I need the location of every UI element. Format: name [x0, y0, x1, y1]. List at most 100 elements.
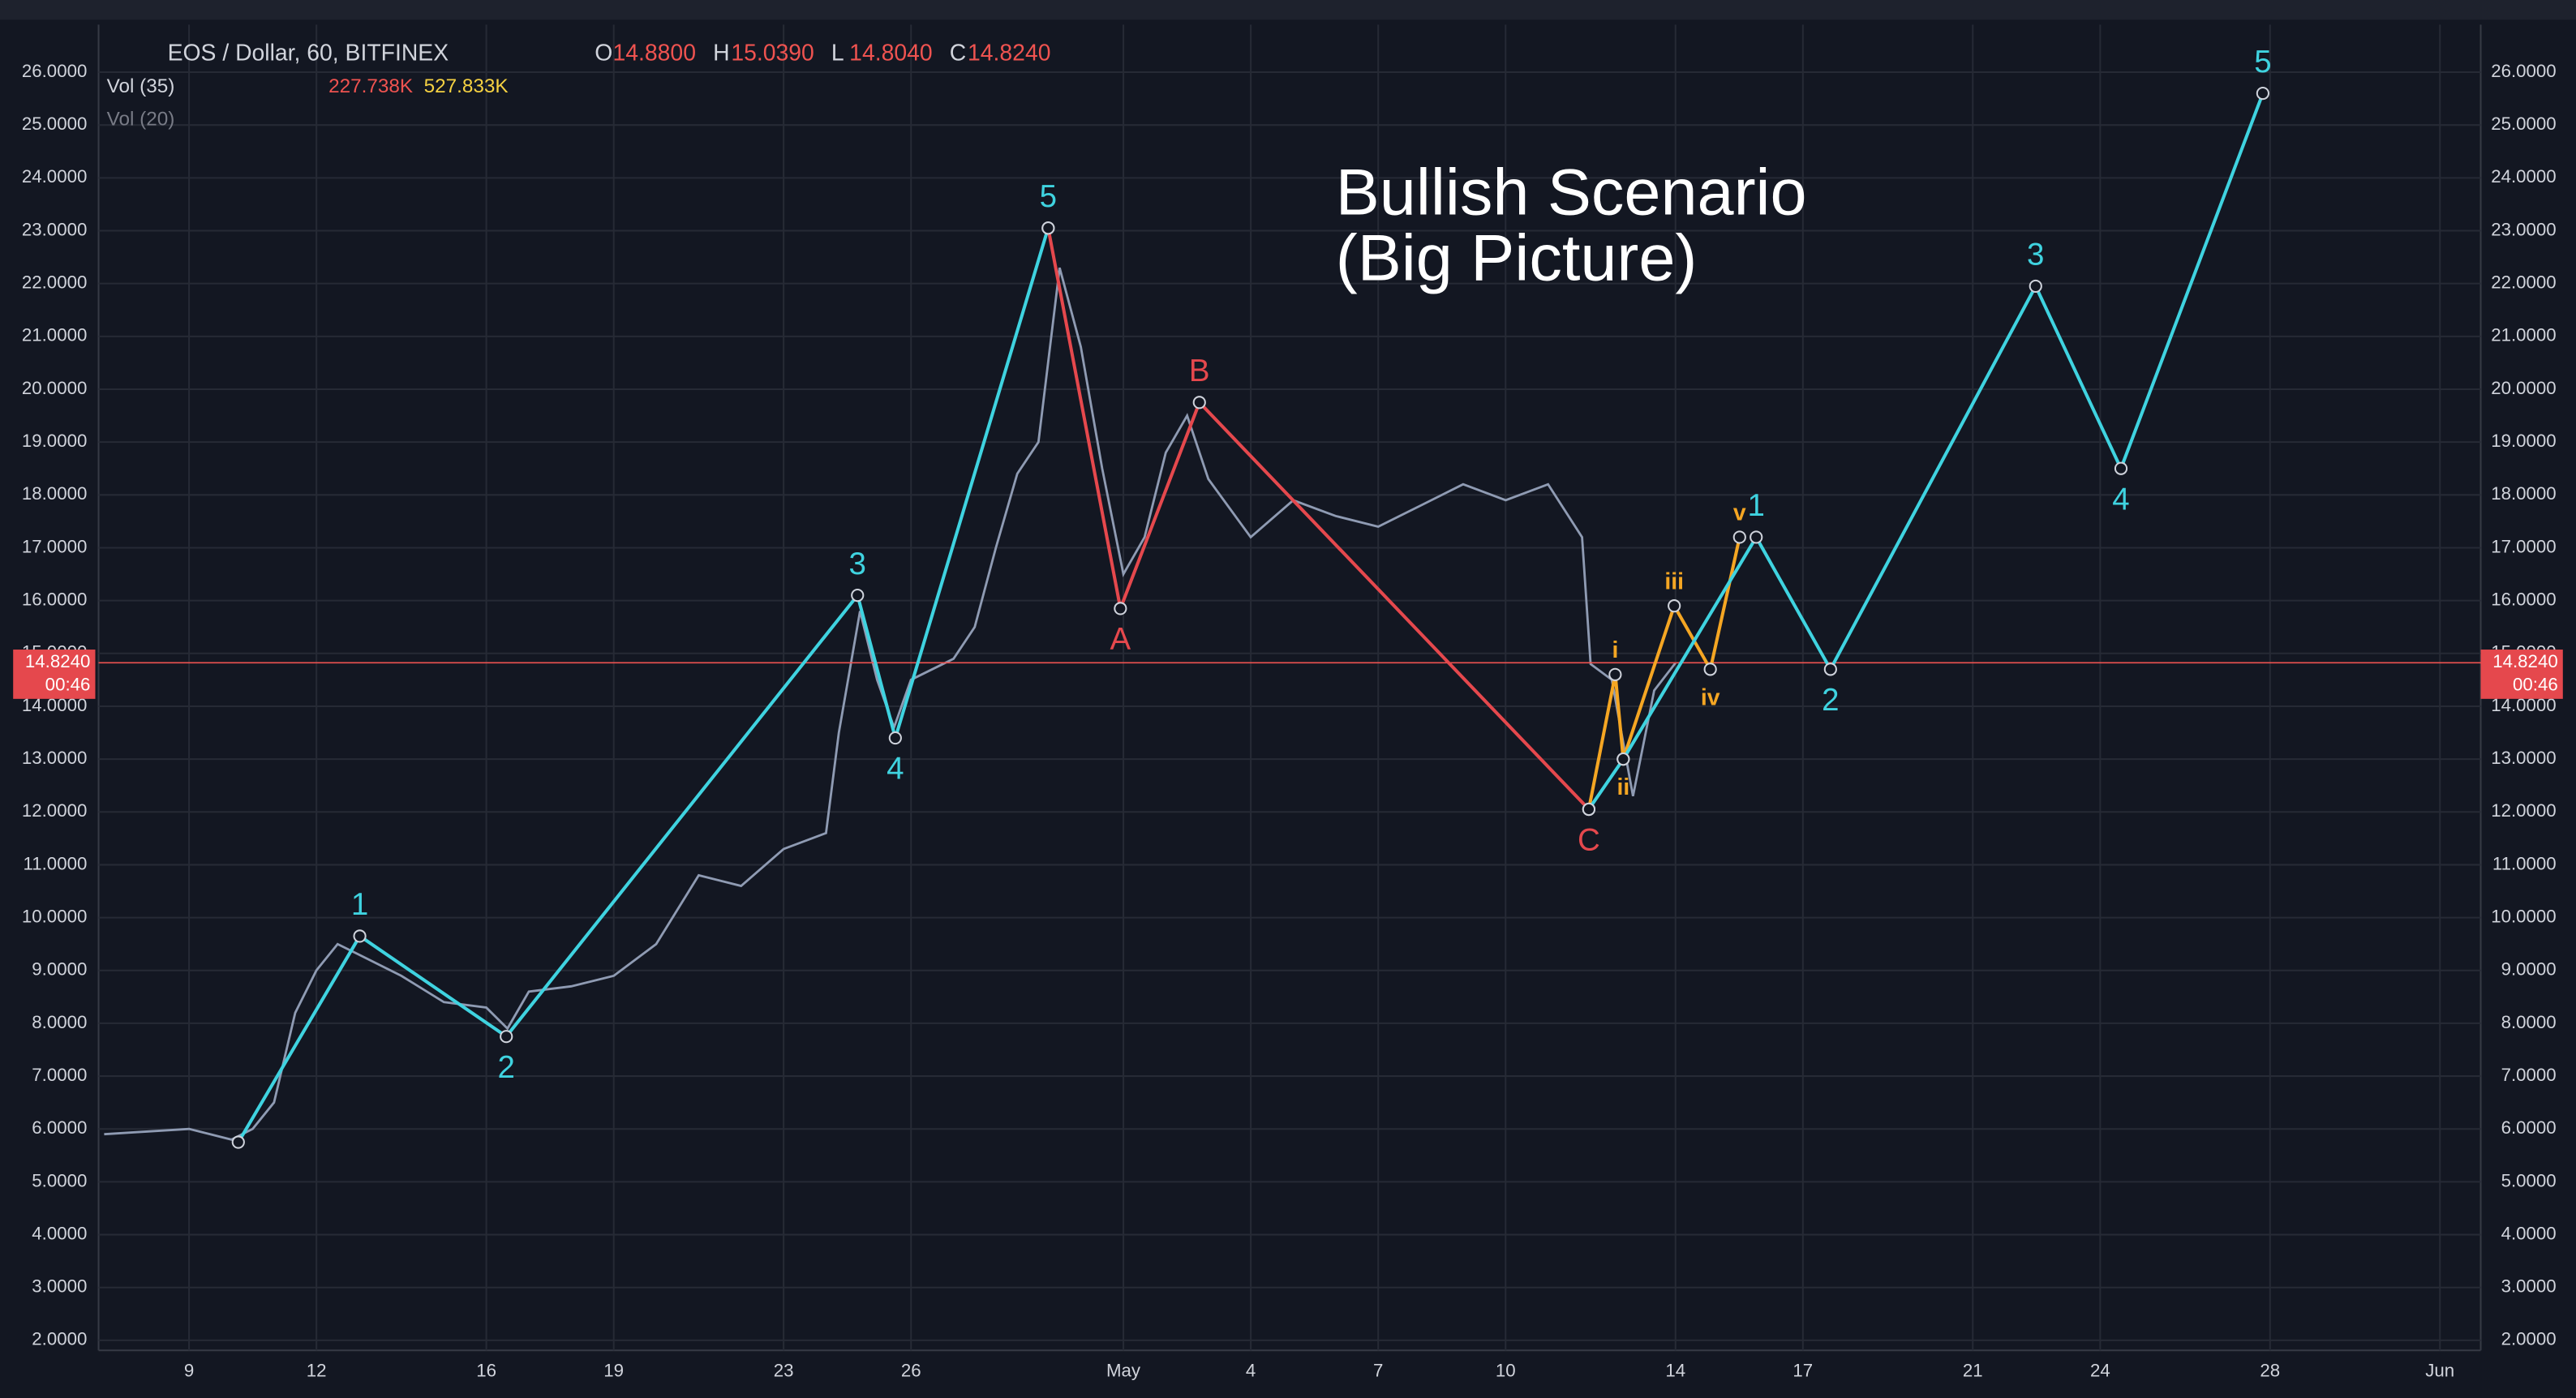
wave-line: [1046, 227, 1591, 811]
y-tick-label: 2.0000: [2501, 1329, 2557, 1349]
ohlc-value: 14.8800: [613, 40, 696, 66]
symbol-title: EOS / Dollar, 60, BITFINEX: [168, 40, 449, 66]
y-tick-label: 6.0000: [32, 1117, 87, 1138]
x-tick-label: 16: [476, 1360, 496, 1380]
wave-point: [1668, 599, 1681, 613]
wave-line: [1586, 537, 1741, 810]
x-tick-label: 7: [1373, 1360, 1383, 1380]
wave-point: [353, 929, 367, 943]
x-tick-label: 28: [2260, 1360, 2280, 1380]
ohlc-key: H: [713, 40, 729, 66]
y-tick-label: 8.0000: [32, 1012, 87, 1032]
y-tick-label: 3.0000: [32, 1276, 87, 1297]
wave-label: C: [1578, 823, 1600, 858]
wave-point: [1703, 663, 1717, 676]
y-tick-label: 24.0000: [22, 166, 87, 187]
y-tick-label: 7.0000: [32, 1065, 87, 1085]
wave-label: B: [1189, 354, 1210, 388]
wave-point: [1823, 663, 1837, 676]
wave-label: 4: [2112, 482, 2129, 517]
wave-label: 2: [1822, 683, 1839, 718]
wave-point: [231, 1135, 245, 1149]
x-tick-label: 4: [1246, 1360, 1256, 1380]
wave-label: ii: [1616, 774, 1629, 800]
y-tick-label: 10.0000: [2491, 906, 2556, 926]
indicator-reading: 527.833K: [424, 75, 509, 97]
y-tick-label: 4.0000: [2501, 1223, 2557, 1243]
x-tick-label: 12: [307, 1360, 327, 1380]
toolbar: [0, 0, 2576, 20]
ohlc-key: C: [950, 40, 966, 66]
x-tick-label: 10: [1496, 1360, 1516, 1380]
y-tick-label: 22.0000: [2491, 272, 2556, 293]
y-tick-label: 9.0000: [2501, 959, 2557, 980]
indicator-name: Vol (20): [107, 108, 175, 130]
y-tick-label: 23.0000: [22, 219, 87, 239]
y-tick-label: 19.0000: [22, 431, 87, 451]
wave-point: [888, 731, 902, 745]
wave-line: [237, 227, 1050, 1143]
y-tick-label: 18.0000: [2491, 483, 2556, 504]
y-tick-label: 21.0000: [22, 325, 87, 345]
wave-point: [2029, 279, 2042, 294]
wave-point: [2114, 461, 2128, 475]
countdown-label: 00:46: [2513, 675, 2558, 695]
wave-label: 1: [351, 887, 368, 922]
wave-label: 4: [887, 752, 904, 787]
y-tick-label: 6.0000: [2501, 1117, 2557, 1138]
y-tick-label: 13.0000: [2491, 748, 2556, 768]
y-tick-label: 16.0000: [2491, 590, 2556, 610]
y-tick-label: 4.0000: [32, 1223, 87, 1243]
price-badge-label: 14.8240: [2492, 651, 2557, 671]
plot-area: [98, 24, 2481, 1351]
x-tick-label: 19: [603, 1360, 624, 1380]
x-tick-label: 26: [901, 1360, 921, 1380]
y-tick-label: 26.0000: [22, 61, 87, 81]
wave-point: [2256, 86, 2270, 101]
countdown-label: 00:46: [45, 675, 91, 695]
price-badge: [2480, 650, 2563, 699]
y-tick-label: 9.0000: [32, 959, 87, 980]
ohlc-key: O: [595, 40, 612, 66]
x-tick-label: Jun: [2425, 1360, 2454, 1380]
y-tick-label: 13.0000: [22, 748, 87, 768]
annotation: (Big Picture): [1336, 222, 1698, 295]
wave-point: [1608, 667, 1622, 681]
wave-point: [1616, 753, 1630, 766]
y-tick-label: 16.0000: [22, 590, 87, 610]
wave-label: 5: [1040, 179, 1057, 214]
wave-point: [1192, 396, 1206, 410]
x-tick-label: 17: [1792, 1360, 1813, 1380]
ohlc-value: 15.0390: [731, 40, 814, 66]
y-tick-label: 24.0000: [2491, 166, 2556, 187]
y-tick-label: 3.0000: [2501, 1276, 2557, 1297]
wave-label: i: [1612, 637, 1618, 663]
y-tick-label: 12.0000: [2491, 800, 2556, 821]
y-tick-label: 12.0000: [22, 800, 87, 821]
y-tick-label: 2.0000: [32, 1329, 87, 1349]
wave-point: [1114, 602, 1127, 615]
wave-label: iv: [1701, 684, 1720, 710]
wave-label: 3: [849, 547, 866, 581]
ohlc-value: 14.8040: [849, 40, 932, 66]
y-tick-label: 5.0000: [32, 1170, 87, 1190]
y-tick-label: 7.0000: [2501, 1065, 2557, 1085]
wave-point: [500, 1030, 513, 1044]
y-tick-label: 11.0000: [2492, 853, 2557, 873]
indicator-name: Vol (35): [107, 75, 175, 97]
wave-label: A: [1110, 622, 1131, 657]
price-badge-label: 14.8240: [25, 651, 90, 671]
wave-label: 2: [498, 1050, 515, 1085]
price-badge: [13, 650, 96, 699]
y-tick-label: 23.0000: [2491, 219, 2556, 239]
wave-label: 3: [2027, 238, 2044, 272]
y-tick-label: 11.0000: [24, 853, 88, 873]
wave-label: iii: [1664, 568, 1684, 594]
wave-point: [1750, 530, 1763, 544]
wave-point: [1041, 221, 1055, 235]
y-tick-label: 20.0000: [22, 378, 87, 398]
y-tick-label: 18.0000: [22, 483, 87, 504]
